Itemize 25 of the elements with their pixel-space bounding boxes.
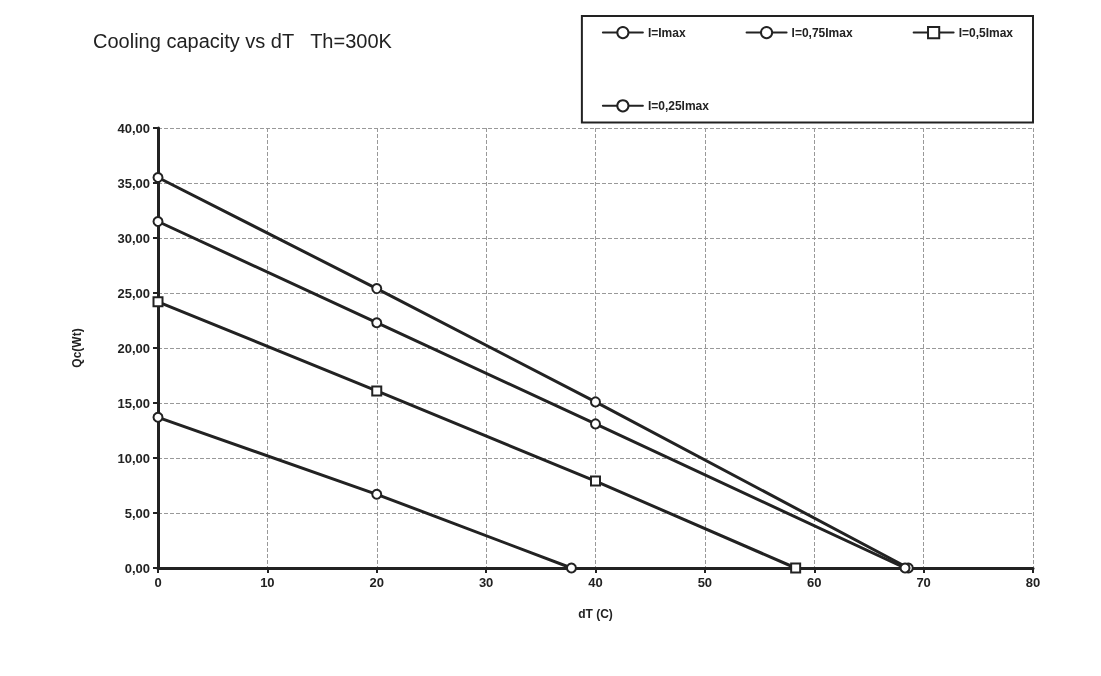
y-tick-label: 40,00 bbox=[117, 120, 150, 136]
y-tick-label: 0,00 bbox=[124, 560, 150, 576]
x-tick-label: 20 bbox=[369, 575, 384, 590]
y-axis-title: Qc(Wt) bbox=[70, 328, 84, 368]
x-tick-label: 50 bbox=[697, 575, 713, 590]
y-tick-label: 10,00 bbox=[117, 450, 150, 466]
y-tick-label: 20,00 bbox=[117, 340, 150, 356]
legend-label: I=0,75Imax bbox=[791, 25, 853, 40]
x-tick-label: 60 bbox=[807, 575, 822, 590]
x-tick-label: 0 bbox=[154, 575, 162, 590]
y-tick-label: 5,00 bbox=[124, 505, 150, 521]
y-tick-label: 15,00 bbox=[117, 395, 150, 411]
y-tick-label: 25,00 bbox=[117, 285, 150, 301]
y-tick-label: 30,00 bbox=[117, 230, 150, 246]
x-tick-label: 10 bbox=[260, 575, 275, 590]
x-tick-label: 80 bbox=[1025, 575, 1041, 590]
chart-title: Cooling capacity vs dT Th=300K bbox=[93, 30, 393, 52]
legend-label: I=Imax bbox=[647, 25, 686, 40]
x-tick-label: 70 bbox=[916, 575, 931, 590]
legend-label: I=0,5Imax bbox=[958, 25, 1014, 40]
legend-label: I=0,25Imax bbox=[647, 98, 710, 113]
x-tick-label: 40 bbox=[588, 575, 603, 590]
y-tick-label: 35,00 bbox=[117, 175, 150, 191]
x-tick-label: 30 bbox=[478, 575, 494, 590]
x-axis-title: dT (C) bbox=[578, 607, 613, 621]
